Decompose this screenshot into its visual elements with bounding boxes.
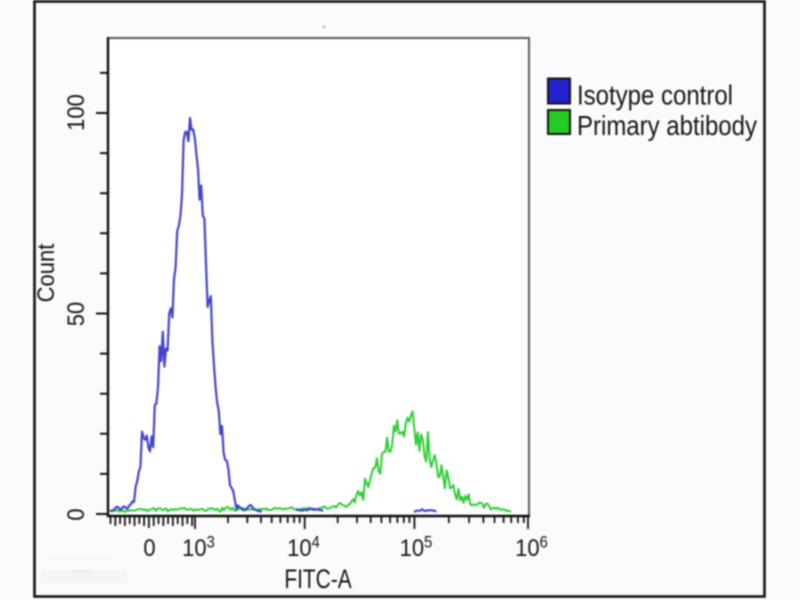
- svg-text:50: 50: [62, 302, 89, 326]
- svg-text:Primary abtibody: Primary abtibody: [577, 109, 757, 141]
- svg-text:0: 0: [62, 508, 89, 520]
- svg-text:100: 100: [62, 94, 89, 131]
- svg-text:Count: Count: [32, 243, 59, 302]
- svg-text:Isotype control: Isotype control: [577, 79, 733, 111]
- svg-text:0: 0: [143, 534, 155, 561]
- svg-text:FITC-A: FITC-A: [284, 565, 351, 595]
